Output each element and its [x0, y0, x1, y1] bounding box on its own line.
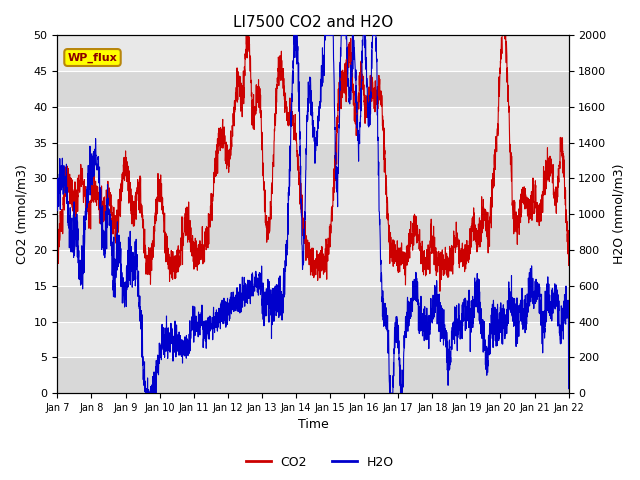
Y-axis label: H2O (mmol/m3): H2O (mmol/m3)	[612, 164, 625, 264]
Text: WP_flux: WP_flux	[68, 52, 117, 63]
Y-axis label: CO2 (mmol/m3): CO2 (mmol/m3)	[15, 164, 28, 264]
Bar	[58, 36, 568, 71]
Bar	[58, 143, 568, 179]
X-axis label: Time: Time	[298, 419, 328, 432]
Bar	[58, 214, 568, 250]
Bar	[58, 179, 568, 214]
Bar	[58, 322, 568, 357]
Bar	[58, 71, 568, 107]
Bar	[58, 107, 568, 143]
Title: LI7500 CO2 and H2O: LI7500 CO2 and H2O	[233, 15, 393, 30]
Bar	[58, 286, 568, 322]
Bar	[58, 250, 568, 286]
Bar	[58, 357, 568, 393]
Legend: CO2, H2O: CO2, H2O	[241, 451, 399, 474]
